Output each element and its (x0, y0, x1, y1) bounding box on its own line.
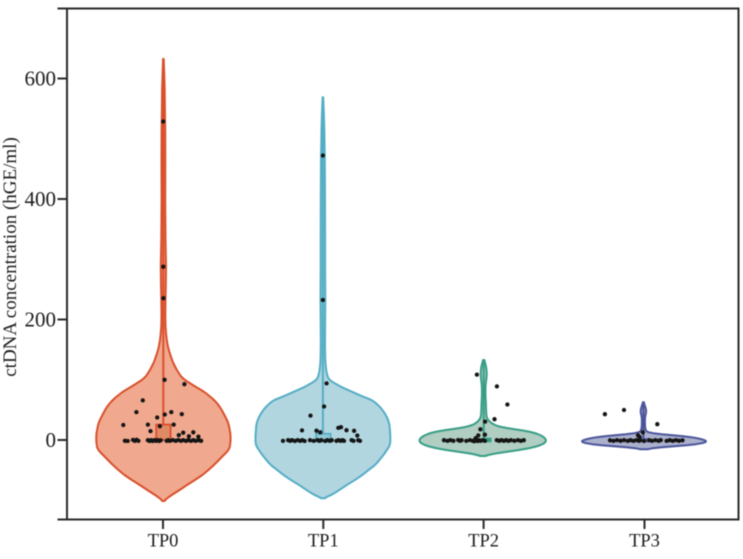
svg-text:TP0: TP0 (148, 532, 179, 552)
svg-text:600: 600 (25, 67, 57, 91)
svg-text:400: 400 (25, 187, 57, 211)
svg-text:TP1: TP1 (308, 532, 339, 552)
svg-text:ctDNA concentration (hGE/ml): ctDNA concentration (hGE/ml) (0, 137, 21, 377)
svg-text:TP3: TP3 (629, 532, 660, 552)
svg-text:0: 0 (46, 428, 57, 452)
svg-text:TP2: TP2 (468, 532, 499, 552)
svg-text:200: 200 (25, 308, 57, 332)
